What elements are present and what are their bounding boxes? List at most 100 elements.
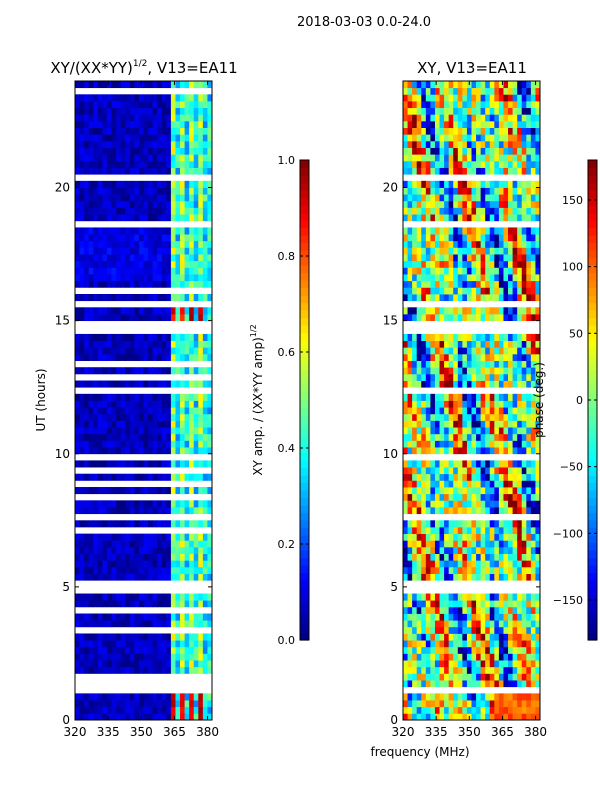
amp-cell <box>148 520 154 528</box>
amp-cell <box>143 114 149 122</box>
amp-cell <box>170 540 176 548</box>
phase-cell <box>403 87 408 95</box>
phase-cell <box>466 653 472 661</box>
phase-cell <box>512 180 518 188</box>
amp-cell <box>88 400 94 408</box>
phase-cell <box>508 480 513 488</box>
amp-cell <box>180 420 185 428</box>
phase-cell <box>517 433 523 441</box>
phase-cell <box>512 94 518 102</box>
amp-cell <box>202 380 208 388</box>
amp-cell <box>129 234 135 242</box>
amp-cell <box>138 440 144 448</box>
phase-cell <box>535 646 541 654</box>
amp-cell <box>207 566 213 574</box>
phase-cell <box>503 573 509 581</box>
phase-cell <box>421 180 427 188</box>
phase-cell <box>421 520 427 528</box>
phase-cell <box>480 267 486 275</box>
colorbar-segment <box>588 565 597 574</box>
phase-cell <box>462 294 468 302</box>
amp-cell <box>207 560 213 568</box>
colorbar-segment <box>588 445 597 454</box>
amp-cell <box>120 260 126 268</box>
amp-cell <box>120 500 126 508</box>
phase-cell <box>517 274 523 282</box>
amp-cell <box>138 100 144 109</box>
amp-cell <box>189 460 195 468</box>
amp-cell <box>148 600 154 608</box>
amp-cell <box>198 280 204 288</box>
phase-cell <box>462 81 468 89</box>
phase-cell <box>434 194 440 202</box>
phase-cell <box>439 427 445 435</box>
phase-cell <box>466 287 472 295</box>
phase-cell <box>457 373 463 381</box>
colorbar-segment <box>588 175 597 184</box>
phase-cell <box>407 107 413 115</box>
amp-cell <box>75 280 80 288</box>
phase-cell <box>480 500 486 508</box>
amp-cell <box>202 420 208 428</box>
amp-cell <box>93 460 99 468</box>
phase-cell <box>453 467 459 475</box>
phase-cell <box>425 666 431 674</box>
amp-cell <box>120 487 126 495</box>
phase-cell <box>412 593 418 601</box>
amp-cell <box>134 154 140 162</box>
amp-cell <box>88 254 94 262</box>
amp-cell <box>157 200 163 208</box>
phase-cell <box>508 613 513 621</box>
amp-cell <box>111 227 117 235</box>
colorbar-segment <box>300 325 309 334</box>
phase-cell <box>485 413 491 421</box>
phase-cell <box>421 573 427 581</box>
phase-cell <box>430 207 436 215</box>
phase-cell <box>425 407 431 415</box>
amp-cell <box>125 187 131 195</box>
amp-cell <box>102 620 108 628</box>
phase-cell <box>498 267 504 275</box>
amp-cell <box>143 180 149 188</box>
amp-cell <box>180 154 185 162</box>
amp-cell <box>157 347 163 355</box>
amp-cell <box>111 460 117 468</box>
amp-cell <box>75 353 80 361</box>
phase-cell <box>526 373 532 381</box>
phase-cell <box>403 140 408 148</box>
phase-cell <box>503 493 509 501</box>
amp-cell <box>138 194 144 202</box>
amp-cell <box>152 447 158 455</box>
phase-cell <box>489 87 495 95</box>
amp-cell <box>193 107 199 115</box>
amp-cell <box>129 413 135 421</box>
phase-cell <box>416 540 422 548</box>
phase-cell <box>494 134 500 142</box>
phase-cell <box>526 440 532 448</box>
phase-cell <box>526 140 532 148</box>
amp-cell <box>143 560 149 568</box>
phase-cell <box>412 680 418 688</box>
amp-cell <box>116 234 122 242</box>
amp-cell <box>148 214 154 222</box>
phase-cell <box>530 427 536 435</box>
phase-cell <box>485 287 491 295</box>
phase-cell <box>476 160 482 168</box>
amp-cell <box>161 207 167 215</box>
phase-cell <box>434 533 440 541</box>
phase-cell <box>434 120 440 128</box>
amp-cell <box>106 147 112 155</box>
amp-cell <box>175 240 181 248</box>
amp-cell <box>134 400 140 408</box>
phase-cell <box>512 254 518 262</box>
amp-cell <box>88 433 94 441</box>
phase-cell <box>403 640 408 648</box>
phase-cell <box>425 460 431 468</box>
amp-cell <box>125 693 131 701</box>
amp-cell <box>184 666 190 674</box>
amp-cell <box>102 440 108 448</box>
amp-cell <box>75 666 80 674</box>
phase-cell <box>485 713 491 721</box>
phase-cell <box>444 333 450 341</box>
phase-cell <box>466 87 472 95</box>
